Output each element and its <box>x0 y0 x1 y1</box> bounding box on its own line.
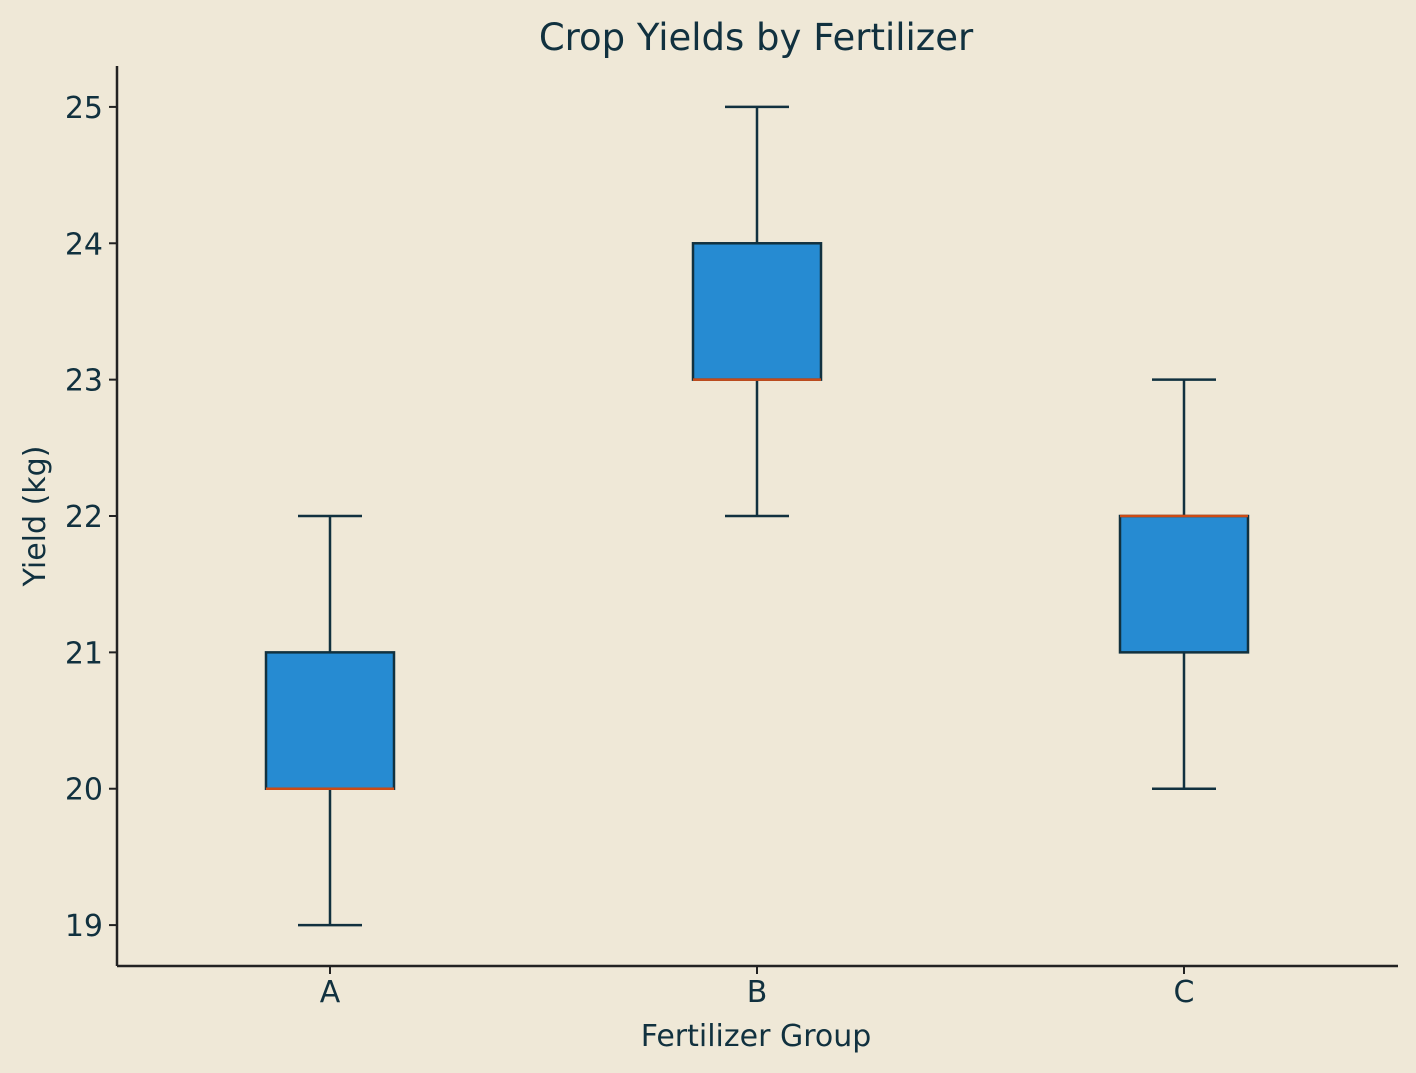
plot-area: 19 20 21 22 23 24 25 A B C <box>65 66 1398 1010</box>
x-tick-label: A <box>320 975 341 1010</box>
y-tick-label: 25 <box>65 91 103 126</box>
box-c-iqr-rect <box>1118 514 1250 654</box>
x-axis-label: Fertilizer Group <box>641 1019 872 1054</box>
y-axis-label: Yield (kg) <box>18 446 53 588</box>
y-tick-label: 20 <box>65 773 103 808</box>
y-tick-label: 22 <box>65 500 103 535</box>
y-tick-label: 21 <box>65 636 103 671</box>
y-tick-label: 24 <box>65 227 103 262</box>
box-a-iqr-rect <box>264 651 396 790</box>
x-tick-label: C <box>1174 975 1195 1010</box>
box-b-iqr-rect <box>691 242 823 381</box>
x-tick-label: B <box>747 975 768 1010</box>
y-tick-label: 23 <box>65 364 103 399</box>
y-tick-label: 19 <box>65 909 103 944</box>
chart-title: Crop Yields by Fertilizer <box>539 16 974 59</box>
